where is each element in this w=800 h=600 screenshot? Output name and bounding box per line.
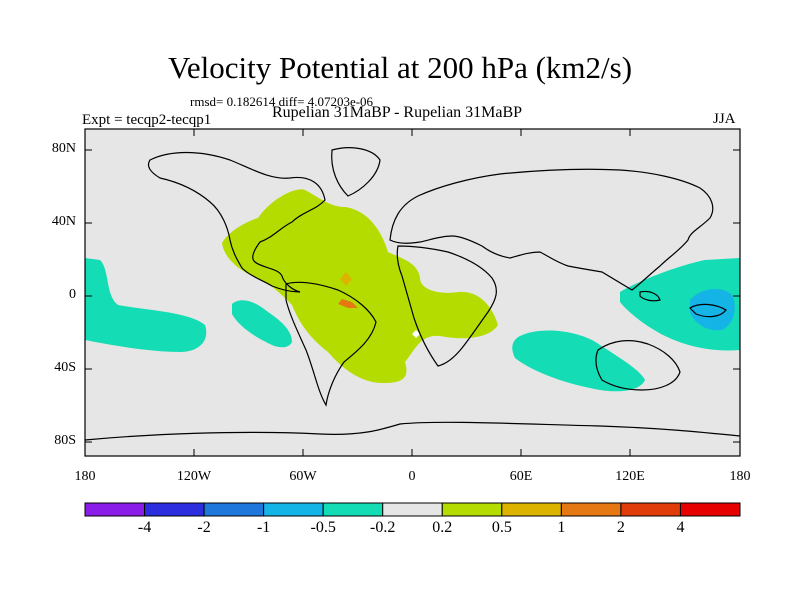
positive-spot-1: [340, 272, 352, 286]
colorbar-box-9: [620, 502, 681, 517]
negative-region-east-pacific: [85, 258, 207, 352]
colorbar-label: -4: [137, 519, 152, 536]
colorbar-box-6: [441, 502, 503, 517]
colorbar-box-1: [144, 502, 205, 517]
colorbar-label: -2: [197, 519, 211, 536]
lat-label-40n: 40N: [51, 214, 76, 229]
lon-label-180w: 180: [74, 469, 96, 484]
lat-label-80n: 80N: [51, 141, 76, 156]
lat-ticks: [85, 149, 740, 443]
coastlines: [84, 147, 741, 441]
lat-label-40s: 40S: [54, 360, 76, 375]
white-spot: [412, 330, 420, 338]
colorbar-box-3: [263, 502, 324, 517]
negative-region-indian-ocean: [512, 330, 645, 392]
colorbar-label: 2: [616, 519, 625, 536]
colorbar-box-8: [560, 502, 622, 517]
colorbar-label: 0.5: [491, 519, 512, 536]
experiment-label: Expt = tecqp2-tecqp1: [82, 112, 212, 128]
colorbar-box-4: [322, 502, 384, 517]
lon-label-60w: 60W: [289, 469, 317, 484]
colorbar-label: 1: [557, 519, 566, 536]
negative-core-west-pacific: [690, 288, 735, 331]
colorbar-label: -1: [256, 519, 271, 536]
colorbar-label: -0.5: [310, 519, 336, 536]
colorbar-label: 0.2: [432, 519, 453, 536]
lon-label-0: 0: [408, 469, 416, 484]
colorbar-label: -0.2: [370, 519, 396, 536]
lat-label-80s: 80S: [54, 433, 76, 448]
colorbar-box-10: [679, 502, 741, 517]
lon-label-120e: 120E: [615, 469, 645, 484]
colorbar-box-7: [501, 502, 562, 517]
colorbar-box-0: [84, 502, 146, 517]
season-label: JJA: [713, 111, 736, 127]
chart-title: Velocity Potential at 200 hPa (km2/s): [167, 50, 633, 85]
lon-ticks: [84, 129, 741, 456]
lon-label-60e: 60E: [509, 469, 533, 484]
colorbar-label: 4: [676, 519, 685, 536]
lat-label-0: 0: [69, 287, 76, 302]
colorbar-box-5: [382, 502, 443, 517]
subtitle-text: Rupelian 31MaBP - Rupelian 31MaBP: [272, 104, 523, 121]
lon-label-120w: 120W: [176, 469, 212, 484]
negative-region-south-pacific: [232, 300, 292, 348]
lon-label-180e: 180: [729, 469, 751, 484]
stats-text: rmsd= 0.182614 diff= 4.07203e-06: [190, 94, 374, 109]
colorbar-box-2: [203, 502, 265, 517]
positive-region-atlantic: [222, 189, 498, 384]
positive-spot-2: [338, 299, 358, 308]
colorbar: [84, 502, 741, 517]
